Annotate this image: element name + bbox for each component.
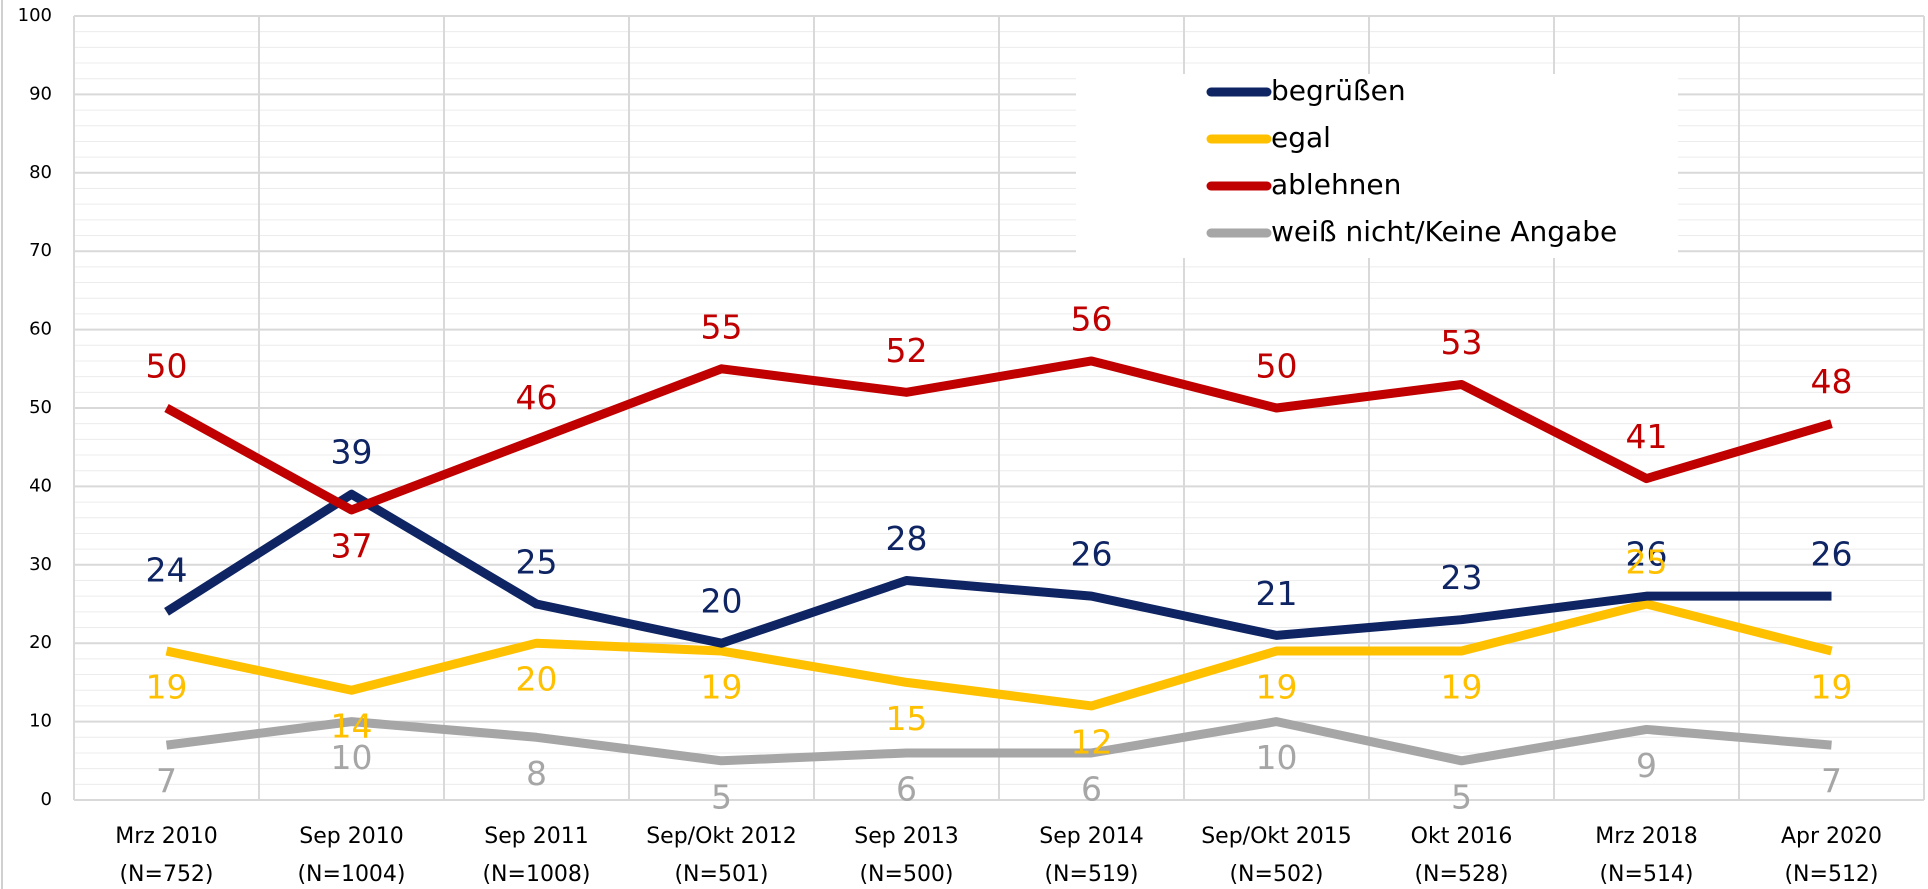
series-line	[165, 599, 1833, 711]
data-label: 6	[1081, 769, 1102, 808]
data-label: 53	[1441, 323, 1483, 362]
data-label: 24	[146, 550, 188, 589]
data-label: 25	[1626, 543, 1668, 582]
data-label: 19	[1256, 668, 1298, 707]
y-tick-label: 90	[29, 83, 52, 104]
data-label: 50	[1256, 347, 1298, 386]
data-label: 15	[886, 699, 928, 738]
data-label: 48	[1811, 362, 1853, 401]
y-tick-label: 70	[29, 240, 52, 261]
y-tick-label: 100	[18, 5, 52, 26]
data-label: 26	[1811, 535, 1853, 574]
data-label: 10	[1256, 738, 1298, 777]
series-line	[165, 717, 1832, 766]
x-tick-label: (N=512)	[1784, 862, 1878, 887]
series-line	[164, 356, 1833, 515]
x-tick-label: (N=501)	[674, 862, 768, 887]
legend-label: begrüßen	[1271, 74, 1406, 107]
x-tick-label: (N=1004)	[297, 862, 405, 887]
y-tick-label: 20	[29, 632, 52, 653]
x-tick-label: Sep/Okt 2015	[1201, 824, 1352, 849]
data-label: 41	[1626, 417, 1668, 456]
data-label: 25	[516, 543, 558, 582]
data-label: 9	[1636, 746, 1657, 785]
x-tick-label: (N=752)	[119, 862, 213, 887]
data-label: 28	[886, 519, 928, 558]
data-label: 19	[1441, 668, 1483, 707]
data-label: 14	[331, 707, 373, 746]
data-label: 55	[701, 307, 743, 346]
data-label: 7	[1821, 762, 1842, 801]
data-label: 50	[146, 347, 188, 386]
x-tick-label: (N=500)	[859, 862, 953, 887]
legend-label: weiß nicht/Keine Angabe	[1271, 215, 1617, 248]
y-tick-label: 60	[29, 319, 52, 340]
data-label: 39	[331, 433, 373, 472]
x-tick-label: Sep 2010	[299, 824, 403, 849]
legend-label: egal	[1271, 121, 1331, 154]
y-tick-label: 80	[29, 162, 52, 183]
data-label: 20	[516, 660, 558, 699]
data-label: 46	[516, 378, 558, 417]
data-label: 26	[1626, 535, 1668, 574]
y-tick-label: 10	[29, 711, 52, 732]
x-tick-label: (N=528)	[1414, 862, 1508, 887]
x-tick-label: Apr 2020	[1781, 824, 1882, 849]
data-label: 5	[711, 777, 732, 816]
data-label: 26	[1071, 535, 1113, 574]
data-label: 56	[1071, 299, 1113, 338]
data-label: 5	[1451, 777, 1472, 816]
data-label: 37	[331, 526, 373, 565]
data-label: 52	[886, 331, 928, 370]
x-tick-label: Sep/Okt 2012	[646, 824, 797, 849]
data-label: 7	[156, 762, 177, 801]
y-tick-label: 50	[29, 397, 52, 418]
x-tick-label: Sep 2013	[854, 824, 958, 849]
x-tick-label: Sep 2014	[1039, 824, 1143, 849]
x-tick-label: (N=514)	[1599, 862, 1693, 887]
y-tick-label: 30	[29, 554, 52, 575]
data-label: 21	[1256, 574, 1298, 613]
data-label: 19	[146, 668, 188, 707]
legend-label: ablehnen	[1271, 168, 1401, 201]
data-label: 8	[526, 754, 547, 793]
data-label: 20	[701, 582, 743, 621]
legend-box	[1076, 74, 1678, 258]
x-tick-label: (N=1008)	[482, 862, 590, 887]
y-tick-label: 0	[41, 789, 52, 810]
data-label: 19	[701, 668, 743, 707]
x-tick-label: Mrz 2018	[1595, 824, 1698, 849]
x-tick-label: (N=502)	[1229, 862, 1323, 887]
data-label: 19	[1811, 668, 1853, 707]
data-label: 23	[1441, 558, 1483, 597]
x-tick-label: Mrz 2010	[115, 824, 218, 849]
data-label: 6	[896, 769, 917, 808]
data-label: 10	[331, 738, 373, 777]
x-tick-label: Okt 2016	[1411, 824, 1513, 849]
series-line	[164, 489, 1832, 648]
x-tick-label: Sep 2011	[484, 824, 588, 849]
x-tick-label: (N=519)	[1044, 862, 1138, 887]
y-tick-label: 40	[29, 475, 52, 496]
data-label: 12	[1071, 722, 1113, 761]
